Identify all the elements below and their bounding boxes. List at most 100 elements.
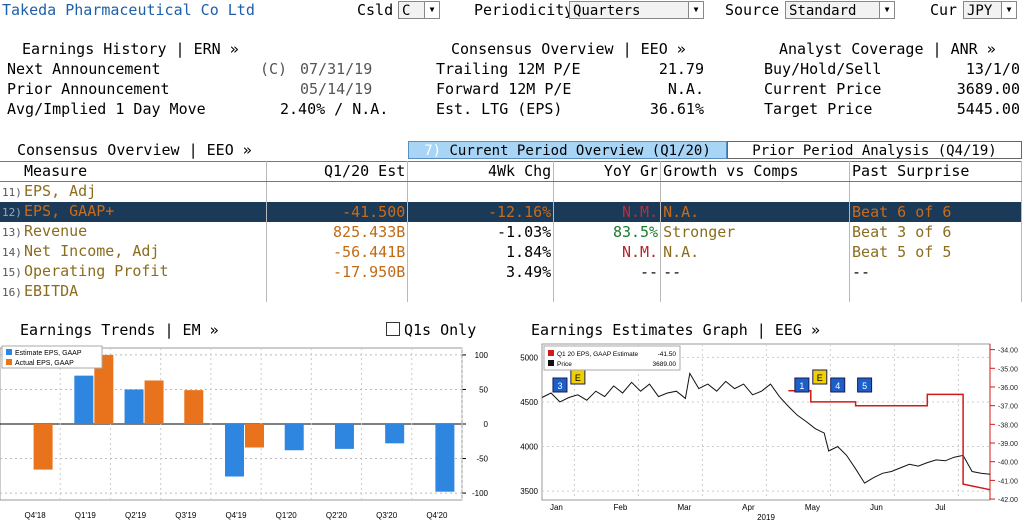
buy-hold-sell-value: 13/1/0 [965,60,1020,78]
col-past-surprise[interactable]: Past Surprise [849,161,1022,182]
x-tick-label: Q3'20 [376,511,398,520]
y-tick-label: -100 [472,489,489,498]
yoy-value: N.M. [553,242,662,262]
prior-announcement-value: 05/14/19 [300,80,373,98]
estimate-bar [284,424,304,451]
legend-label-price: Price [557,361,572,368]
table-row[interactable]: 16) EBITDA [0,282,1022,302]
source-label: Source [725,1,780,19]
col-growth-vs-comps[interactable]: Growth vs Comps [660,161,851,182]
x-tick-label: Q3'19 [175,511,197,520]
estimates-graph-link[interactable]: Earnings Estimates Graph | EEG » [531,321,820,339]
estimate-bar [74,375,94,424]
y-tick-label: 100 [475,351,489,360]
x-year-label: 2019 [757,513,775,522]
x-tick-label: Q4'20 [426,511,448,520]
periodicity-value: Quarters [573,3,641,19]
yoy-value [553,282,662,302]
legend-label-estimate: Estimate EPS, GAAP [15,350,82,357]
current-price-label: Current Price [764,80,882,98]
left-tick-label: 3500 [520,487,538,496]
earnings-trends-link[interactable]: Earnings Trends | EM » [20,321,219,339]
col-estimate[interactable]: Q1/20 Est [266,161,409,182]
table-row[interactable]: 11) EPS, Adj [0,181,1022,202]
checkbox-icon [386,322,400,336]
actual-bar [184,390,204,424]
row-number: 13) [2,226,22,239]
chevron-down-icon: ▼ [424,2,439,18]
legend-value-estimate: -41.50 [658,351,677,358]
surprise-value [849,282,1022,302]
y-tick-label: 0 [484,420,489,429]
row-number: 12) [2,206,22,219]
measure-label: EPS, GAAP+ [24,202,115,220]
col-4wk-change[interactable]: 4Wk Chg [407,161,555,182]
analyst-coverage-link[interactable]: Analyst Coverage | ANR » [779,40,996,58]
event-marker [830,377,846,393]
tab-current-period[interactable]: 7) Current Period Overview (Q1/20) [408,141,727,159]
estimate-value: -41.500 [266,202,409,222]
next-announcement-label: Next Announcement [7,60,161,78]
estimate-line [788,389,991,491]
growth-value: N.A. [660,202,851,222]
chevron-down-icon: ▼ [1001,2,1016,18]
table-header-row: Measure Q1/20 Est 4Wk Chg YoY Gr Growth … [0,161,1022,182]
table-row[interactable]: 14) Net Income, Adj -56.441B 1.84% N.M. N… [0,242,1022,262]
confirmed-flag: (C) [260,60,288,78]
change-value [407,181,555,202]
tab-number: 7) [424,143,442,159]
periodicity-select[interactable]: Quarters ▼ [569,1,704,19]
growth-value [660,181,851,202]
currency-value: JPY [967,3,993,19]
target-price-label: Target Price [764,100,873,118]
buy-hold-sell-label: Buy/Hold/Sell [764,60,882,78]
table-row-selected[interactable]: 12) EPS, GAAP+ -41.500 -12.16% N.M. N.A. … [0,202,1022,222]
earnings-history-link[interactable]: Earnings History | ERN » [22,40,239,58]
earnings-estimates-chart: 5000 4500 4000 3500 -34.00 -35.00 -36.00 -37.00… [520,343,1018,522]
measure-label: EBITDA [24,282,79,300]
marker-label: 4 [835,381,840,391]
tab-prior-period[interactable]: Prior Period Analysis (Q4/19) [727,141,1022,159]
earnings-trends-chart: 100 50 0 -50 -100 Q4'18 Q1'19 Q2'19 Q3'19 Q4'19 Q1… [0,345,489,520]
left-tick-label: 4000 [520,443,538,452]
marker-label: E [817,373,823,383]
earnings-marker [812,369,828,385]
target-price-value: 5445.00 [956,100,1020,118]
col-measure[interactable]: Measure [0,161,268,182]
trailing-pe-value: 21.79 [658,60,704,78]
right-tick-label: -36.00 [998,385,1018,392]
left-tick-label: 4500 [520,398,538,407]
trailing-pe-label: Trailing 12M P/E [436,60,581,78]
x-tick-label: Jul [935,503,945,512]
csld-select[interactable]: C ▼ [398,1,440,19]
legend-box [1,345,103,369]
overview-section-title[interactable]: Consensus Overview | EEO » [17,141,252,159]
change-value: -12.16% [407,202,555,222]
table-row[interactable]: 13) Revenue 825.433B -1.03% 83.5% Stronge… [0,222,1022,242]
x-tick-label: Feb [614,503,628,512]
source-select[interactable]: Standard ▼ [785,1,895,19]
estimate-value: 825.433B [266,222,409,242]
forward-pe-value: N.A. [667,80,704,98]
consensus-overview-link[interactable]: Consensus Overview | EEO » [451,40,686,58]
legend-swatch-estimate [6,349,12,355]
right-tick-label: -41.00 [998,478,1018,485]
surprise-value [849,181,1022,202]
est-ltg-label: Est. LTG (EPS) [436,100,563,118]
measure-label: Net Income, Adj [24,242,160,260]
change-value: 1.84% [407,242,555,262]
x-tick-label: Q4'18 [25,511,47,520]
marker-label: E [575,373,581,383]
table-row[interactable]: 15) Operating Profit -17.950B 3.49% -- --… [0,262,1022,282]
legend-box [543,345,681,371]
measure-label: EPS, Adj [24,182,97,200]
surprise-value: -- [849,262,1022,282]
x-tick-label: Jun [870,503,883,512]
currency-select[interactable]: JPY ▼ [963,1,1017,19]
col-yoy-growth[interactable]: YoY Gr [553,161,662,182]
legend-swatch-actual [6,359,12,365]
right-tick-label: -39.00 [998,441,1018,448]
q1s-only-checkbox[interactable]: Q1s Only [386,321,476,339]
surprise-value: Beat 5 of 5 [849,242,1022,262]
row-number: 16) [2,286,22,299]
